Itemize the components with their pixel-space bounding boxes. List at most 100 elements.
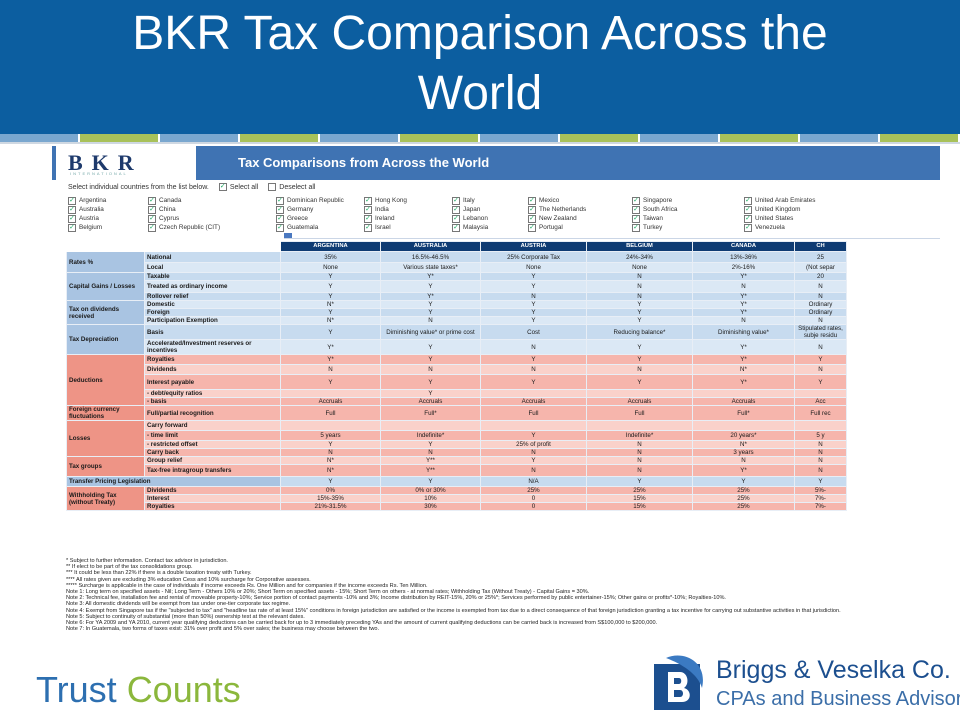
table-row: - time limit 5 years Indefinite* Y Indefinit… — [67, 430, 847, 441]
table-cell: N — [794, 316, 847, 325]
checkbox-checked-icon: ✓ — [744, 205, 752, 214]
table-cell: N — [794, 280, 847, 293]
select-all-checkbox[interactable]: ✓ Select all — [218, 183, 258, 191]
table-row: Tax groups Group relief N* Y** Y N N N — [66, 456, 847, 477]
table-cell: 25 — [794, 251, 847, 263]
table-cell: None — [280, 262, 381, 273]
country-checkbox[interactable]: ✓ Australia — [68, 205, 148, 214]
country-checkbox[interactable]: ✓ Israel — [364, 223, 452, 232]
table-row: Local None Various state taxes* None None 2%-… — [67, 262, 847, 273]
table-cell: 25% — [480, 486, 587, 495]
country-checkbox-grid: ✓ Argentina ✓ Canada ✓ Dominican Republic ✓ Hon… — [68, 196, 928, 232]
country-checkbox[interactable]: ✓ Turkey — [632, 223, 744, 232]
country-checkbox[interactable]: ✓ China — [148, 205, 276, 214]
table-header-row: ARGENTINA AUSTRALIA AUSTRIA BELGIUM CANADA CH — [66, 241, 847, 252]
country-checkbox[interactable]: ✓ Japan — [452, 205, 528, 214]
table-cell: Y — [380, 374, 481, 390]
checkbox-checked-icon: ✓ — [744, 223, 752, 232]
table-cell: Y — [480, 300, 587, 309]
country-checkbox[interactable]: ✓ New Zealand — [528, 214, 632, 223]
checkbox-checked-icon: ✓ — [148, 214, 156, 223]
checkbox-checked-icon: ✓ — [218, 183, 227, 191]
country-checkbox[interactable]: ✓ Portugal — [528, 223, 632, 232]
table-row: Tax-free intragroup transfers N* Y** N N Y* N — [67, 464, 847, 477]
table-cell: 0 — [480, 494, 587, 503]
country-checkbox[interactable]: ✓ Mexico — [528, 196, 632, 205]
slide-title: BKR Tax Comparison Across the World — [80, 4, 880, 124]
country-label: Lebanon — [463, 215, 488, 222]
country-label: Turkey — [643, 224, 663, 231]
table-cell: Full rec — [794, 405, 847, 421]
country-checkbox[interactable]: ✓ Argentina — [68, 196, 148, 205]
table-cell: Accruals — [280, 397, 381, 406]
scroll-handle[interactable] — [284, 233, 292, 239]
country-checkbox[interactable]: ✓ Dominican Republic — [276, 196, 364, 205]
checkbox-checked-icon: ✓ — [68, 205, 76, 214]
country-checkbox[interactable]: ✓ South Africa — [632, 205, 744, 214]
checkbox-checked-icon: ✓ — [276, 196, 284, 205]
table-cell — [586, 389, 693, 398]
country-label: Cyprus — [159, 215, 180, 222]
table-cell: Y — [586, 374, 693, 390]
country-checkbox[interactable]: ✓ Venezuela — [744, 223, 864, 232]
country-checkbox[interactable]: ✓ Belgium — [68, 223, 148, 232]
table-cell: Y — [380, 308, 481, 317]
table-row: - restricted offset Y Y 25% of profit N N* N — [67, 440, 847, 449]
country-checkbox[interactable]: ✓ Greece — [276, 214, 364, 223]
table-cell: N* — [280, 300, 381, 309]
table-cell: Ordinary — [794, 308, 847, 317]
table-cell: Y — [380, 440, 481, 449]
country-checkbox[interactable]: ✓ Singapore — [632, 196, 744, 205]
footnote-line: Note 4: Exempt from Singapore tax if the… — [66, 607, 841, 614]
checkbox-checked-icon: ✓ — [364, 196, 372, 205]
country-checkbox[interactable]: ✓ Cyprus — [148, 214, 276, 223]
country-checkbox[interactable]: ✓ United Kingdom — [744, 205, 864, 214]
table-row: - debt/equity ratios Y — [67, 389, 847, 398]
country-checkbox[interactable]: ✓ Canada — [148, 196, 276, 205]
country-checkbox[interactable]: ✓ Ireland — [364, 214, 452, 223]
table-cell: 10% — [380, 494, 481, 503]
country-label: Belgium — [79, 224, 103, 231]
country-checkbox[interactable]: ✓ Czech Republic (CIT) — [148, 223, 276, 232]
table-cell: N — [586, 464, 693, 477]
table-cell: Diminishing value* or prime cost — [380, 324, 481, 340]
country-checkbox[interactable]: ✓ The Netherlands — [528, 205, 632, 214]
country-checkbox[interactable]: ✓ Malaysia — [452, 223, 528, 232]
decorative-stripes — [0, 134, 960, 142]
table-cell: Y — [480, 374, 587, 390]
country-checkbox[interactable]: ✓ Italy — [452, 196, 528, 205]
country-checkbox[interactable]: ✓ Guatemala — [276, 223, 364, 232]
country-checkbox[interactable]: ✓ Lebanon — [452, 214, 528, 223]
country-checkbox[interactable]: ✓ Germany — [276, 205, 364, 214]
country-checkbox[interactable]: ✓ Austria — [68, 214, 148, 223]
table-cell: Acc — [794, 397, 847, 406]
table-cell — [692, 389, 795, 398]
table-cell: N — [380, 316, 481, 325]
country-label: Czech Republic (CIT) — [159, 224, 221, 231]
row-sub-label: Interest payable — [144, 374, 281, 390]
checkbox-checked-icon: ✓ — [276, 223, 284, 232]
country-checkbox[interactable]: ✓ Hong Kong — [364, 196, 452, 205]
table-row: Losses Carry forward — [66, 420, 847, 457]
table-row: Tax Depreciation Basis Y Diminishing value*… — [66, 324, 847, 355]
country-checkbox[interactable]: ✓ Taiwan — [632, 214, 744, 223]
table-cell: None — [586, 262, 693, 273]
table-cell: Y** — [380, 456, 481, 465]
row-group-label: Tax Depreciation — [66, 324, 145, 355]
deselect-all-checkbox[interactable]: Deselect all — [268, 183, 315, 191]
row-group-label: Losses — [66, 420, 145, 457]
table-row: Foreign Y Y Y Y Y* Ordinary — [67, 308, 847, 317]
country-checkbox[interactable]: ✓ India — [364, 205, 452, 214]
row-sub-label: Royalties — [144, 354, 281, 365]
checkbox-empty-icon — [268, 183, 277, 191]
country-checkbox[interactable]: ✓ United Arab Emirates — [744, 196, 864, 205]
row-sub-label: Rollover relief — [144, 292, 281, 301]
checkbox-checked-icon: ✓ — [632, 205, 640, 214]
country-label: Taiwan — [643, 215, 663, 222]
table-cell: 2%-16% — [692, 262, 795, 273]
country-checkbox[interactable]: ✓ United States — [744, 214, 864, 223]
table-cell: 5 years — [280, 430, 381, 441]
table-cell: None — [480, 262, 587, 273]
column-header: CH — [794, 241, 847, 252]
table-cell: Y — [380, 280, 481, 293]
